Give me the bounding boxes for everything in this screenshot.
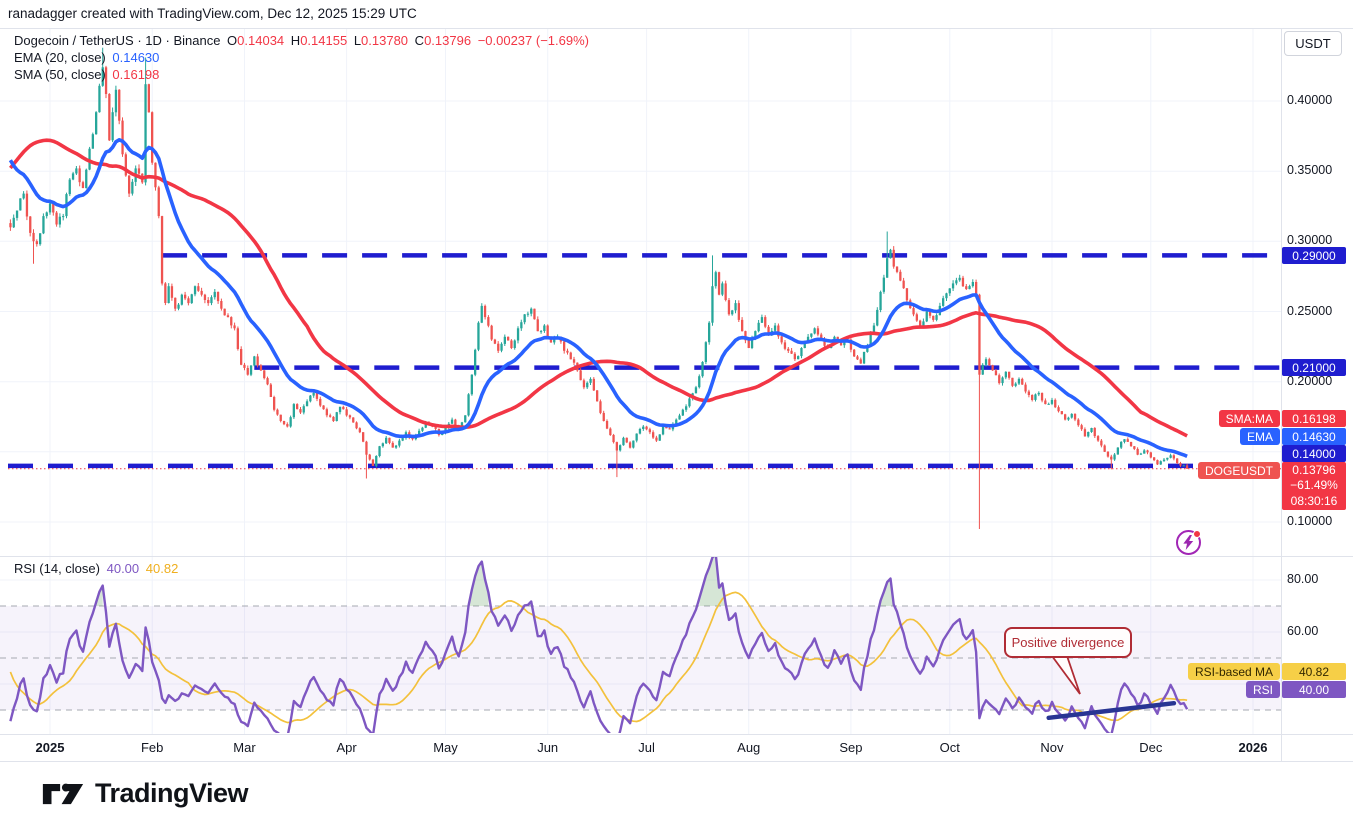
symbol-change-percent: −61.49% xyxy=(1290,478,1338,493)
time-axis-label: 2026 xyxy=(1238,740,1268,755)
chart-canvas[interactable] xyxy=(0,0,1353,762)
rsi-legend-row[interactable]: RSI (14, close) 40.00 40.82 xyxy=(14,561,181,576)
level-badge-021: 0.21000 xyxy=(1282,359,1346,376)
level-badge-029: 0.29000 xyxy=(1282,247,1346,264)
tradingview-logo-text: TradingView xyxy=(95,778,249,808)
ohlc-change-value: −0.00237 (−1.69%) xyxy=(477,33,589,48)
time-axis-label: Dec xyxy=(1139,740,1163,755)
time-axis-label: Jul xyxy=(638,740,655,755)
ohlc-close-value: 0.13796 xyxy=(424,33,472,48)
rsi-axis-label: RSI xyxy=(1245,681,1280,698)
ohlc-low-key: L xyxy=(353,33,362,48)
time-axis-label: May xyxy=(433,740,458,755)
ohlc-open-value: 0.14034 xyxy=(237,33,285,48)
symbol-legend-row[interactable]: Dogecoin / TetherUS · 1D · Binance O0.14… xyxy=(14,33,592,48)
ohlc-open-key: O xyxy=(227,33,238,48)
ohlc-low-value: 0.13780 xyxy=(361,33,409,48)
ema-legend-row[interactable]: EMA (20, close) 0.14630 xyxy=(14,50,162,65)
price-tick-label: 0.30000 xyxy=(1287,233,1333,248)
rsi-legend-value: 40.00 xyxy=(106,561,140,576)
sma-axis-label: SMA:MA xyxy=(1218,410,1280,427)
symbol-bar-countdown: 08:30:16 xyxy=(1290,493,1338,508)
ohlc-high-key: H xyxy=(290,33,301,48)
time-axis-label: Aug xyxy=(737,740,761,755)
notification-dot xyxy=(1193,530,1201,538)
watermark-attribution: ranadagger created with TradingView.com,… xyxy=(8,6,417,21)
rsi-legend-label[interactable]: RSI (14, close) xyxy=(14,561,100,576)
symbol-last-price: 0.13796 xyxy=(1292,462,1336,477)
ema-axis-value-badge: 0.14630 xyxy=(1282,428,1346,445)
symbol-axis-label: DOGEUSDT xyxy=(1197,462,1280,479)
sma-legend-value: 0.16198 xyxy=(112,67,160,82)
rsi-ma-legend-value: 40.82 xyxy=(145,561,179,576)
time-axis-label: Nov xyxy=(1040,740,1064,755)
ema-legend-value: 0.14630 xyxy=(112,50,160,65)
tradingview-logo-icon xyxy=(42,783,84,804)
price-tick-label: 0.10000 xyxy=(1287,514,1333,528)
flash-actions-button[interactable] xyxy=(1176,530,1201,555)
rsi-axis-value-badge: 40.00 xyxy=(1282,681,1346,698)
sma-legend-row[interactable]: SMA (50, close) 0.16198 xyxy=(14,67,162,82)
symbol-title[interactable]: Dogecoin / TetherUS · 1D · Binance xyxy=(14,33,221,48)
symbol-axis-value-badge: 0.13796 −61.49% 08:30:16 xyxy=(1282,462,1346,510)
price-tick-label: 0.35000 xyxy=(1287,163,1333,178)
time-axis-label: Mar xyxy=(233,740,256,755)
price-tick-label: 0.40000 xyxy=(1287,93,1333,107)
sma-axis-value-badge: 0.16198 xyxy=(1282,410,1346,427)
currency-toggle-button[interactable]: USDT xyxy=(1284,31,1342,56)
time-axis-label: Sep xyxy=(839,740,863,755)
time-axis-label: 2025 xyxy=(35,740,65,755)
time-axis-label: Jun xyxy=(537,740,559,755)
tradingview-logo[interactable]: TradingView xyxy=(40,778,249,809)
time-axis-label: Oct xyxy=(939,740,960,755)
time-axis-label: Apr xyxy=(336,740,357,755)
price-tick-label: 0.25000 xyxy=(1287,303,1333,318)
ohlc-high-value: 0.14155 xyxy=(300,33,348,48)
rsi-ma-axis-label: RSI-based MA xyxy=(1187,663,1280,680)
ohlc-close-key: C xyxy=(414,33,425,48)
price-tick-label: 0.20000 xyxy=(1287,373,1333,388)
rsi-tick-label: 80.00 xyxy=(1287,572,1319,586)
sma-legend-label[interactable]: SMA (50, close) xyxy=(14,67,106,82)
rsi-ma-axis-value-badge: 40.82 xyxy=(1282,663,1346,680)
time-axis-label: Feb xyxy=(140,740,164,755)
ema-axis-label: EMA xyxy=(1239,428,1280,445)
lightning-bolt-icon xyxy=(1183,535,1194,550)
positive-divergence-callout[interactable]: Positive divergence xyxy=(1004,627,1132,658)
rsi-tick-label: 60.00 xyxy=(1287,624,1319,638)
ema-legend-label[interactable]: EMA (20, close) xyxy=(14,50,106,65)
level-badge-014: 0.14000 xyxy=(1282,445,1346,462)
